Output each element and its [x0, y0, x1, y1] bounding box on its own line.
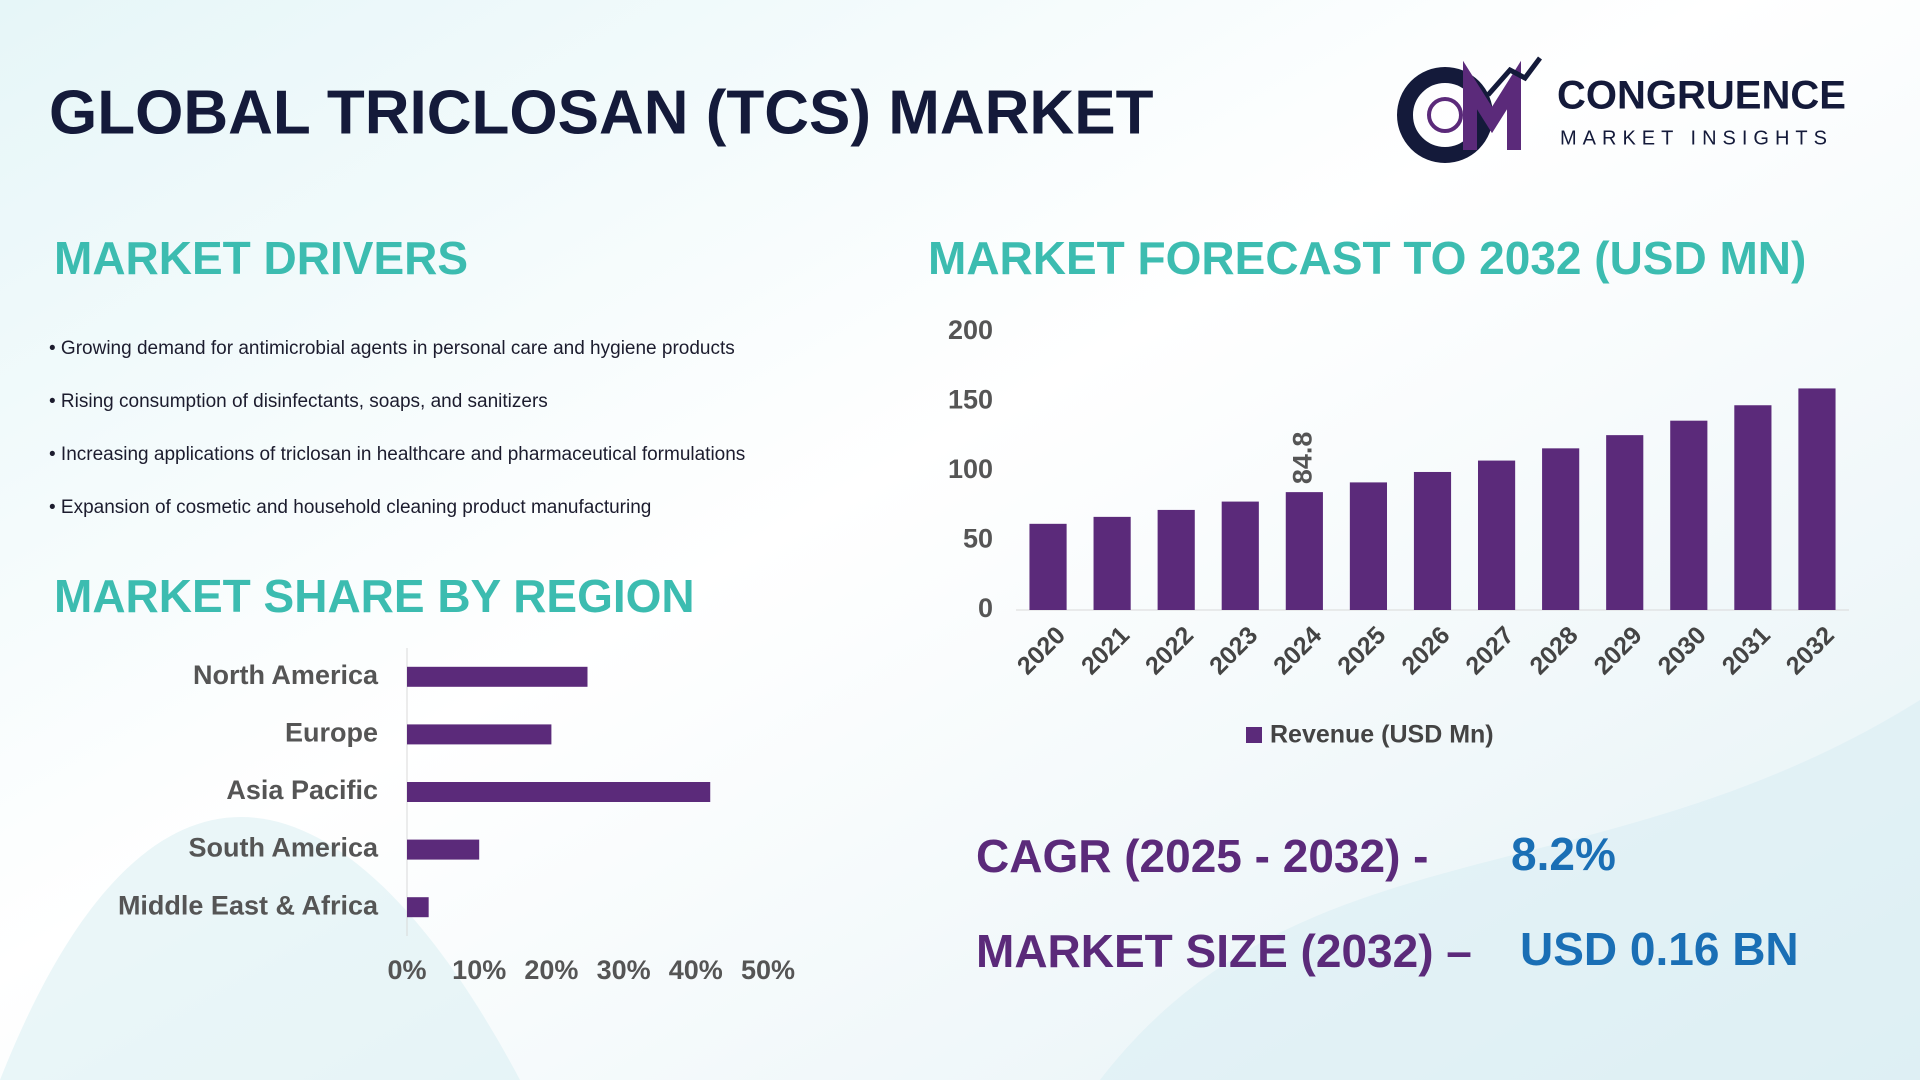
logo-tagline: MARKET INSIGHTS	[1560, 127, 1833, 149]
driver-item: • Growing demand for antimicrobial agent…	[49, 338, 735, 359]
x-tick-label: 0%	[387, 955, 426, 985]
data-label: 84.8	[1287, 432, 1317, 485]
bar	[1157, 509, 1195, 610]
bar	[1542, 448, 1580, 610]
y-tick-label: 150	[948, 385, 993, 415]
market-size-label: MARKET SIZE (2032) –	[976, 925, 1472, 977]
bar	[1221, 501, 1259, 610]
driver-item: • Rising consumption of disinfectants, s…	[49, 391, 548, 412]
page-title: GLOBAL TRICLOSAN (TCS) MARKET	[49, 78, 1154, 147]
x-tick-label: 20%	[524, 955, 578, 985]
logo-globe	[1427, 97, 1463, 133]
bar	[407, 666, 588, 687]
logo-name: CONGRUENCE	[1557, 74, 1846, 118]
bar	[1093, 516, 1131, 610]
bar	[407, 897, 429, 918]
legend-label: Revenue (USD Mn)	[1270, 721, 1494, 749]
wave	[0, 817, 520, 1080]
bar	[1285, 492, 1323, 610]
logo-m	[1463, 60, 1521, 150]
bar	[1413, 471, 1452, 610]
x-tick-label: 40%	[669, 955, 723, 985]
wave	[1100, 700, 1920, 1080]
section-heading: MARKET DRIVERS	[54, 232, 468, 284]
bar	[407, 724, 552, 745]
x-tick-label: 50%	[741, 955, 795, 985]
driver-item: • Expansion of cosmetic and household cl…	[49, 497, 651, 518]
bar	[1606, 435, 1644, 610]
y-tick-label: 0	[978, 593, 993, 623]
bar	[1477, 460, 1516, 610]
bar	[1734, 405, 1772, 610]
y-tick-label: Middle East & Africa	[118, 890, 379, 920]
bar	[407, 839, 480, 860]
x-tick-label: 10%	[452, 955, 506, 985]
y-tick-label: 200	[948, 315, 993, 345]
bar	[1029, 523, 1067, 610]
section-heading: MARKET FORECAST TO 2032 (USD MN)	[928, 232, 1806, 284]
cagr-value: 8.2%	[1511, 828, 1616, 880]
section-heading: MARKET SHARE BY REGION	[54, 570, 695, 622]
y-tick-label: 100	[948, 454, 993, 484]
y-tick-label: Europe	[285, 718, 378, 748]
logo-arrow	[1486, 56, 1542, 97]
y-tick-label: 50	[963, 524, 993, 554]
driver-item: • Increasing applications of triclosan i…	[49, 444, 745, 465]
y-tick-label: South America	[188, 833, 379, 863]
y-tick-label: North America	[193, 660, 379, 690]
market-size-value: USD 0.16 BN	[1520, 923, 1799, 975]
legend-swatch	[1246, 727, 1262, 743]
bar	[1670, 420, 1708, 610]
bar	[1349, 482, 1388, 610]
cagr-label: CAGR (2025 - 2032) -	[976, 830, 1429, 882]
bar	[1798, 388, 1836, 610]
logo: CONGRUENCE MARKET INSIGHTS	[1397, 56, 1846, 163]
y-tick-label: Asia Pacific	[226, 775, 378, 805]
x-tick-label: 30%	[597, 955, 651, 985]
bar	[407, 782, 711, 802]
